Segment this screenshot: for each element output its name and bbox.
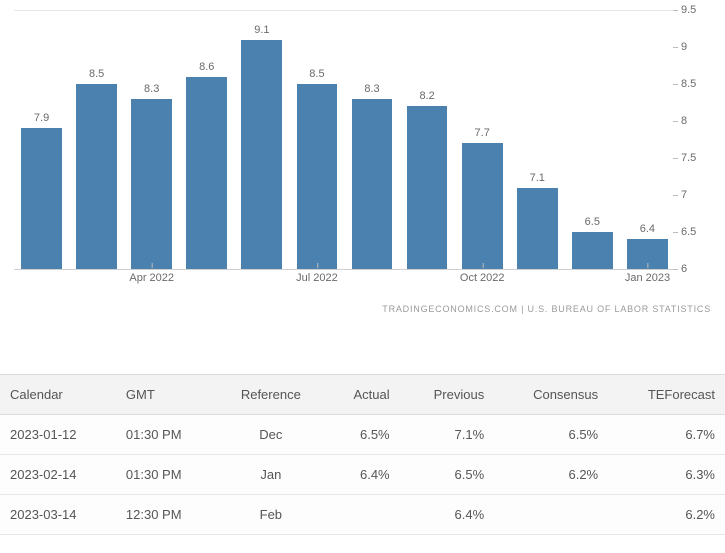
bar-slot: 8.5 — [69, 10, 124, 269]
bar-value-label: 8.5 — [309, 69, 324, 80]
bar-chart: 6 6.5 7 7.5 8 8.5 9 9.5 7.9 8.5 8.3 8.6 9.1 8.5 8.3 8.… — [0, 0, 725, 300]
col-consensus: Consensus — [494, 375, 608, 415]
x-tick: Jul 2022 — [296, 272, 338, 284]
bar-slot: 6.5 — [565, 10, 620, 269]
col-calendar: Calendar — [0, 375, 116, 415]
bar-value-label: 8.3 — [144, 84, 159, 95]
bar-value-label: 6.5 — [585, 217, 600, 228]
table-row: 2023-02-1401:30 PMJan6.4%6.5%6.2%6.3% — [0, 455, 725, 495]
cell-teforecast: 6.3% — [608, 455, 725, 495]
table-header-row: CalendarGMTReferenceActualPreviousConsen… — [0, 375, 725, 415]
cell-previous: 6.4% — [400, 495, 495, 535]
bar — [407, 106, 448, 269]
bar-slot: 8.2 — [400, 10, 455, 269]
cell-reference: Jan — [217, 455, 324, 495]
bar — [352, 99, 393, 269]
bar-value-label: 8.6 — [199, 62, 214, 73]
bar-slot: 8.5 — [289, 10, 344, 269]
chart-source: tradingeconomics.com | U.S. Bureau of La… — [0, 300, 725, 332]
cell-previous: 7.1% — [400, 415, 495, 455]
bar-value-label: 7.1 — [530, 173, 545, 184]
y-tick: 9.5 — [681, 4, 721, 16]
bar-value-label: 9.1 — [254, 25, 269, 36]
bar-slot: 8.6 — [179, 10, 234, 269]
cell-calendar: 2023-02-14 — [0, 455, 116, 495]
bar-value-label: 8.3 — [364, 84, 379, 95]
bar-value-label: 7.9 — [34, 113, 49, 124]
y-tick: 6.5 — [681, 226, 721, 238]
bar-slot: 9.1 — [234, 10, 289, 269]
bar — [297, 84, 338, 269]
cell-teforecast: 6.7% — [608, 415, 725, 455]
bar — [572, 232, 613, 269]
cell-actual: 6.4% — [324, 455, 399, 495]
cell-gmt: 01:30 PM — [116, 415, 217, 455]
cell-teforecast: 6.2% — [608, 495, 725, 535]
bar-value-label: 8.2 — [419, 91, 434, 102]
cell-calendar: 2023-03-14 — [0, 495, 116, 535]
bar — [76, 84, 117, 269]
bar-slot: 6.4 — [620, 10, 675, 269]
cell-actual — [324, 495, 399, 535]
col-previous: Previous — [400, 375, 495, 415]
bar-value-label: 7.7 — [475, 128, 490, 139]
x-tick: Apr 2022 — [129, 272, 174, 284]
col-reference: Reference — [217, 375, 324, 415]
y-tick: 8.5 — [681, 78, 721, 90]
y-tick: 6 — [681, 263, 721, 275]
bar-slot: 8.3 — [344, 10, 399, 269]
x-axis: Apr 2022 Jul 2022 Oct 2022 Jan 2023 — [14, 272, 675, 292]
col-gmt: GMT — [116, 375, 217, 415]
bar — [241, 40, 282, 269]
cell-gmt: 12:30 PM — [116, 495, 217, 535]
cell-consensus: 6.2% — [494, 455, 608, 495]
y-tick: 7.5 — [681, 152, 721, 164]
cell-gmt: 01:30 PM — [116, 455, 217, 495]
bar-slot: 7.9 — [14, 10, 69, 269]
cell-consensus: 6.5% — [494, 415, 608, 455]
col-actual: Actual — [324, 375, 399, 415]
chart-bars: 7.9 8.5 8.3 8.6 9.1 8.5 8.3 8.2 7.7 7.1 6.5 6.4 — [14, 10, 675, 269]
bar — [517, 188, 558, 269]
bar-value-label: 8.5 — [89, 69, 104, 80]
y-tick: 7 — [681, 189, 721, 201]
x-tick: Jan 2023 — [625, 272, 670, 284]
x-tick: Oct 2022 — [460, 272, 505, 284]
bar-slot: 7.7 — [455, 10, 510, 269]
table-row: 2023-01-1201:30 PMDec6.5%7.1%6.5%6.7% — [0, 415, 725, 455]
cell-reference: Feb — [217, 495, 324, 535]
y-tick: 9 — [681, 41, 721, 53]
data-table: CalendarGMTReferenceActualPreviousConsen… — [0, 374, 725, 535]
bar — [186, 77, 227, 269]
cell-actual: 6.5% — [324, 415, 399, 455]
cell-calendar: 2023-01-12 — [0, 415, 116, 455]
bar — [462, 143, 503, 269]
y-axis: 66.577.588.599.5 — [681, 10, 721, 269]
bar-slot: 8.3 — [124, 10, 179, 269]
cell-consensus — [494, 495, 608, 535]
table-row: 2023-03-1412:30 PMFeb 6.4% 6.2% — [0, 495, 725, 535]
bar — [21, 128, 62, 269]
bar — [131, 99, 172, 269]
chart-plot-area: 66.577.588.599.5 7.98.58.38.69.18.58.38.… — [14, 10, 675, 270]
cell-reference: Dec — [217, 415, 324, 455]
bar-slot: 7.1 — [510, 10, 565, 269]
table-body: 2023-01-1201:30 PMDec6.5%7.1%6.5%6.7%202… — [0, 415, 725, 535]
bar-value-label: 6.4 — [640, 224, 655, 235]
cell-previous: 6.5% — [400, 455, 495, 495]
y-tick: 8 — [681, 115, 721, 127]
col-teforecast: TEForecast — [608, 375, 725, 415]
